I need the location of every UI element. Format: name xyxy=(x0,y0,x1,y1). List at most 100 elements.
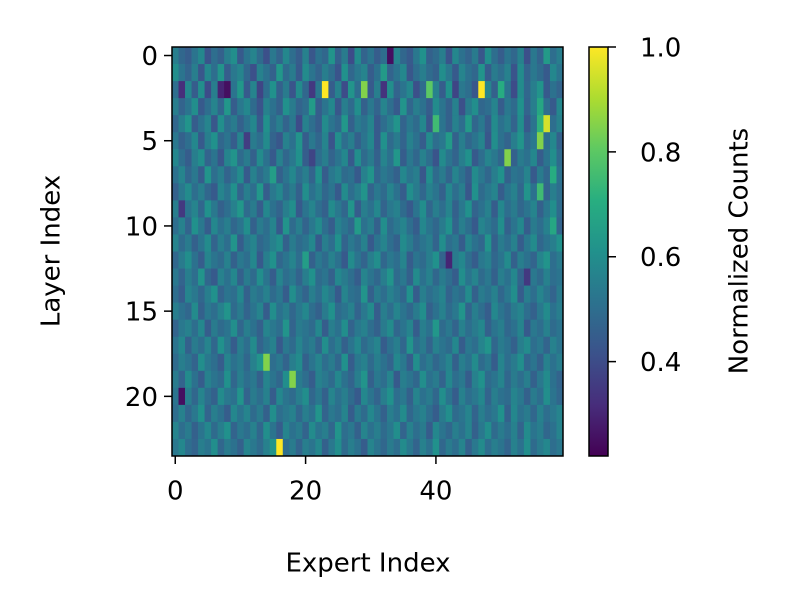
heatmap-cell xyxy=(328,302,336,321)
heatmap-cell xyxy=(419,98,427,116)
heatmap-cell xyxy=(406,183,414,201)
heatmap-cell xyxy=(172,234,179,252)
heatmap-cell xyxy=(276,47,284,65)
heatmap-cell xyxy=(439,200,447,218)
heatmap-cell xyxy=(452,353,460,372)
heatmap-cell xyxy=(217,217,225,235)
heatmap-cell xyxy=(517,64,525,82)
heatmap-cell xyxy=(256,302,264,321)
heatmap-cell xyxy=(497,166,505,184)
heatmap-cell xyxy=(393,183,401,201)
heatmap-cell xyxy=(556,81,564,99)
heatmap-cell xyxy=(367,217,375,235)
heatmap-cell xyxy=(217,81,225,99)
heatmap-cell xyxy=(484,166,492,184)
heatmap-cell xyxy=(224,438,232,457)
heatmap-cell xyxy=(211,81,219,99)
heatmap-cell xyxy=(387,98,394,116)
heatmap-cell xyxy=(556,200,564,218)
heatmap-cell xyxy=(198,319,205,338)
heatmap-cell xyxy=(360,81,368,99)
heatmap-cell xyxy=(400,268,407,286)
heatmap-cell xyxy=(465,81,473,99)
heatmap-cell xyxy=(178,166,186,184)
heatmap-cell xyxy=(230,387,238,406)
heatmap-cell xyxy=(321,200,329,218)
heatmap-cell xyxy=(374,302,381,321)
heatmap-cell xyxy=(491,64,499,82)
heatmap-cell xyxy=(523,47,531,65)
heatmap-cell xyxy=(380,183,388,201)
heatmap-cell xyxy=(289,421,297,440)
heatmap-cell xyxy=(256,217,264,235)
heatmap-cell xyxy=(347,200,355,218)
heatmap-cell xyxy=(387,421,394,440)
heatmap-cell xyxy=(334,438,342,457)
heatmap-cell xyxy=(347,217,355,235)
heatmap-cell xyxy=(211,421,219,440)
heatmap-cell xyxy=(549,234,557,252)
heatmap-cell xyxy=(334,166,342,184)
heatmap-cell xyxy=(419,234,427,252)
heatmap-cell xyxy=(204,404,212,423)
heatmap-cell xyxy=(367,387,375,406)
heatmap-cell xyxy=(419,421,427,440)
heatmap-cell xyxy=(419,115,427,133)
heatmap-cell xyxy=(256,200,264,218)
heatmap-cell xyxy=(295,421,303,440)
heatmap-cell xyxy=(250,251,258,269)
heatmap-cell xyxy=(536,115,544,133)
heatmap-cell xyxy=(172,268,179,286)
heatmap-cell xyxy=(282,387,290,406)
heatmap-cell xyxy=(510,98,518,116)
heatmap-cell xyxy=(308,387,316,406)
heatmap-cell xyxy=(321,234,329,252)
heatmap-cell xyxy=(491,387,499,406)
heatmap-cell xyxy=(315,319,323,338)
heatmap-cell xyxy=(458,251,466,269)
heatmap-cell xyxy=(334,421,342,440)
heatmap-cell xyxy=(523,183,531,201)
heatmap-cell xyxy=(250,404,258,423)
heatmap-cell xyxy=(172,370,179,389)
heatmap-cell xyxy=(230,115,238,133)
heatmap-cell xyxy=(204,115,212,133)
colorbar-tick-label: 1.0 xyxy=(640,34,681,64)
heatmap-cell xyxy=(302,64,310,82)
heatmap-cell xyxy=(354,81,362,99)
heatmap-cell xyxy=(374,268,381,286)
heatmap-cell xyxy=(419,149,427,167)
heatmap-cell xyxy=(393,217,401,235)
heatmap-cell xyxy=(393,251,401,269)
heatmap-cell xyxy=(471,81,479,99)
heatmap-cell xyxy=(230,404,238,423)
heatmap-cell xyxy=(250,47,258,65)
heatmap-cell xyxy=(289,438,297,457)
heatmap-cell xyxy=(445,183,453,201)
heatmap-cell xyxy=(458,234,466,252)
heatmap-cell xyxy=(237,370,245,389)
heatmap-cell xyxy=(367,200,375,218)
heatmap-cell xyxy=(484,370,492,389)
heatmap-cell xyxy=(185,132,192,150)
heatmap-cell xyxy=(523,200,531,218)
heatmap-cell xyxy=(328,319,336,338)
heatmap-cell xyxy=(295,404,303,423)
heatmap-cell xyxy=(295,98,303,116)
heatmap-cell xyxy=(269,81,277,99)
heatmap-cell xyxy=(491,149,499,167)
heatmap-cell xyxy=(419,438,427,457)
heatmap-cell xyxy=(413,421,421,440)
heatmap-cell xyxy=(289,149,297,167)
heatmap-cell xyxy=(406,438,414,457)
heatmap-cell xyxy=(530,149,538,167)
heatmap-cell xyxy=(204,47,212,65)
heatmap-cell xyxy=(387,336,394,355)
heatmap-cell xyxy=(302,132,310,150)
heatmap-cell xyxy=(198,302,205,321)
heatmap-cell xyxy=(465,268,473,286)
heatmap-cell xyxy=(478,81,486,99)
heatmap-cell xyxy=(471,183,479,201)
heatmap-cell xyxy=(478,47,486,65)
heatmap-cell xyxy=(400,200,407,218)
